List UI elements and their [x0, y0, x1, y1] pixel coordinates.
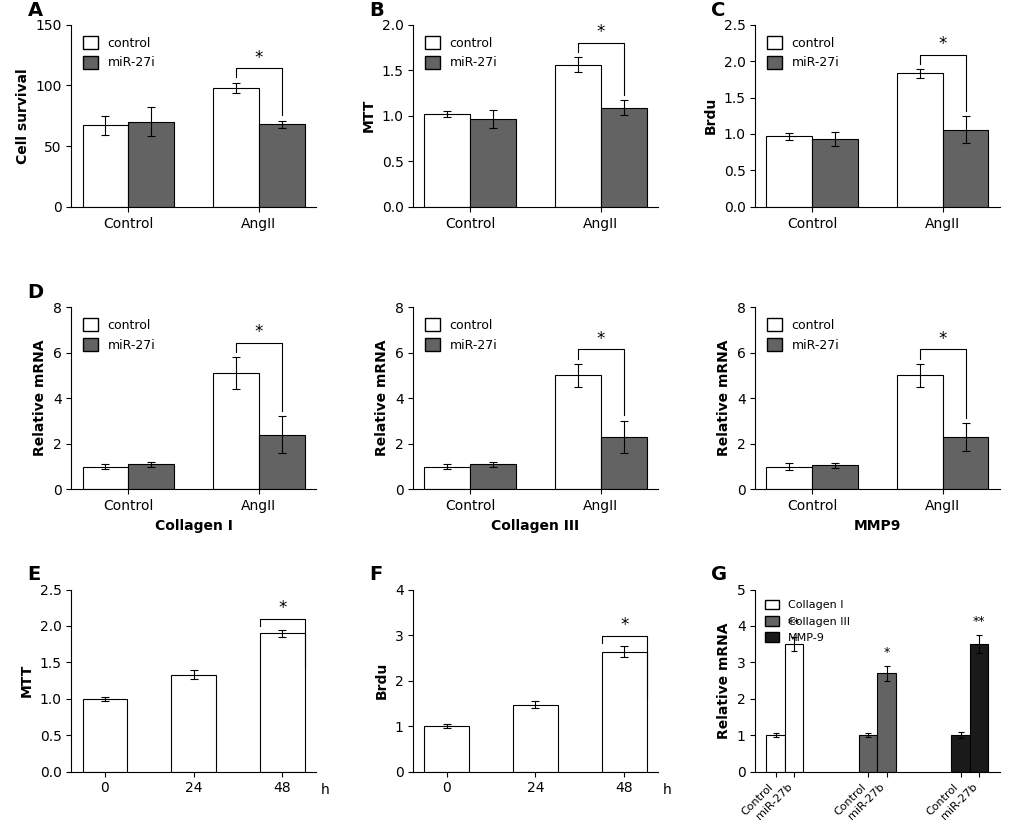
Bar	[259, 434, 305, 489]
Text: *: *	[937, 34, 946, 53]
Legend: control, miR-27i: control, miR-27i	[77, 314, 160, 357]
X-axis label: MMP9: MMP9	[853, 519, 900, 533]
Text: *: *	[882, 646, 889, 658]
Y-axis label: MTT: MTT	[362, 99, 376, 132]
Y-axis label: Brdu: Brdu	[703, 97, 717, 135]
Text: *: *	[278, 599, 286, 617]
Bar	[785, 644, 803, 772]
Bar	[765, 736, 785, 772]
Bar	[424, 466, 470, 489]
Bar	[765, 466, 811, 489]
Bar	[896, 375, 942, 489]
Bar	[942, 130, 987, 207]
Bar	[128, 122, 174, 207]
Bar	[213, 373, 259, 489]
Text: **: **	[972, 615, 984, 628]
Bar	[470, 464, 516, 489]
Bar	[259, 124, 305, 207]
Y-axis label: Relative mRNA: Relative mRNA	[716, 340, 731, 456]
Y-axis label: Relative mRNA: Relative mRNA	[375, 340, 389, 456]
Text: h: h	[320, 782, 329, 796]
Legend: control, miR-27i: control, miR-27i	[77, 31, 160, 75]
Bar	[554, 375, 600, 489]
Text: D: D	[28, 283, 44, 302]
Bar	[83, 466, 128, 489]
Bar	[811, 139, 857, 207]
Bar	[969, 644, 987, 772]
Text: *: *	[620, 616, 628, 634]
Bar	[83, 126, 128, 207]
Bar	[601, 652, 646, 772]
Text: F: F	[369, 566, 382, 585]
Bar	[942, 437, 987, 489]
Y-axis label: Relative mRNA: Relative mRNA	[716, 622, 731, 739]
Bar	[213, 88, 259, 207]
Text: B: B	[369, 1, 384, 20]
Text: h: h	[662, 782, 671, 796]
Bar	[424, 114, 470, 207]
Bar	[171, 675, 216, 772]
Bar	[951, 736, 969, 772]
Bar	[128, 464, 174, 489]
Legend: control, miR-27i: control, miR-27i	[419, 31, 502, 75]
Y-axis label: MTT: MTT	[20, 664, 34, 697]
Text: *: *	[596, 23, 604, 41]
Y-axis label: Cell survival: Cell survival	[15, 68, 30, 163]
Text: *: *	[255, 323, 263, 341]
Bar	[600, 437, 646, 489]
Text: *: *	[596, 329, 604, 347]
Y-axis label: Relative mRNA: Relative mRNA	[34, 340, 47, 456]
Bar	[811, 466, 857, 489]
Bar	[470, 119, 516, 207]
Text: E: E	[28, 566, 41, 585]
Bar	[554, 65, 600, 207]
Bar	[600, 108, 646, 207]
Text: *: *	[255, 48, 263, 67]
Bar	[876, 673, 895, 772]
Legend: control, miR-27i: control, miR-27i	[419, 314, 502, 357]
Bar	[765, 136, 811, 207]
Bar	[896, 73, 942, 207]
Y-axis label: Brdu: Brdu	[375, 662, 389, 699]
X-axis label: Collagen I: Collagen I	[155, 519, 232, 533]
Legend: Collagen I, Collagen III, MMP-9: Collagen I, Collagen III, MMP-9	[760, 595, 853, 648]
Text: *: *	[937, 329, 946, 347]
Bar	[858, 736, 876, 772]
Bar	[424, 727, 469, 772]
Bar	[513, 704, 557, 772]
X-axis label: Collagen III: Collagen III	[491, 519, 579, 533]
Text: **: **	[787, 617, 800, 630]
Legend: control, miR-27i: control, miR-27i	[761, 31, 844, 75]
Legend: control, miR-27i: control, miR-27i	[761, 314, 844, 357]
Text: A: A	[28, 1, 43, 20]
Text: C: C	[710, 1, 726, 20]
Bar	[83, 699, 126, 772]
Text: G: G	[710, 566, 727, 585]
Bar	[260, 633, 305, 772]
